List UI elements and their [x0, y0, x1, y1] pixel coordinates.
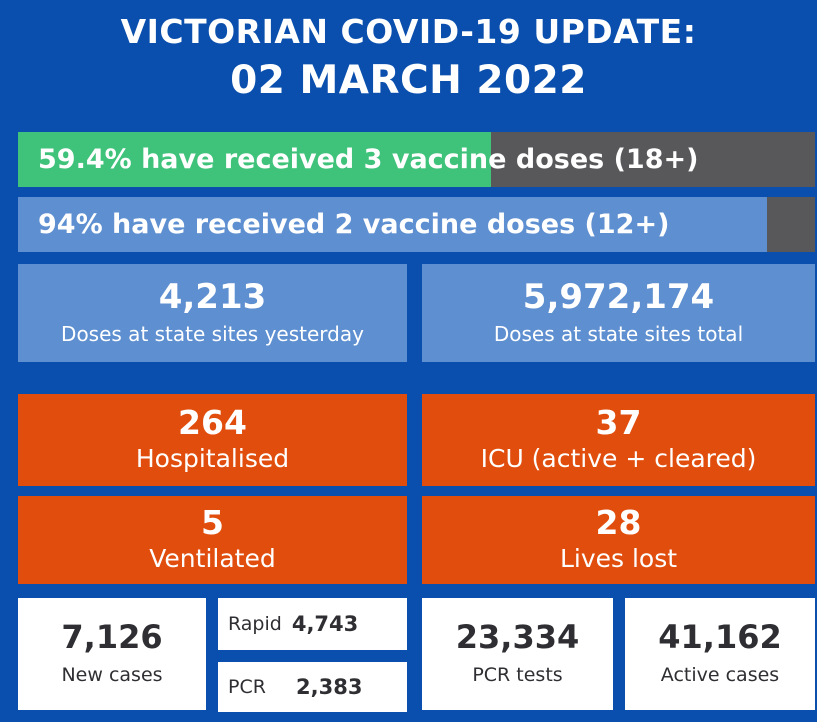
doses-total-value: 5,972,174	[522, 276, 715, 317]
header-title: VICTORIAN COVID-19 UPDATE:	[120, 12, 697, 51]
pcr-tests-label: PCR tests	[472, 663, 563, 686]
two-dose-bar-fill	[18, 197, 768, 252]
icu-label: ICU (active + cleared)	[480, 443, 757, 473]
three-dose-bar-fill	[18, 132, 492, 187]
pcr-label: PCR	[228, 676, 266, 698]
rapid-label: Rapid	[228, 613, 282, 635]
active-cases-label: Active cases	[660, 663, 780, 686]
ventilated-label: Ventilated	[149, 543, 276, 573]
three-dose-text: 59.4% have received 3 vaccine doses (18+…	[38, 144, 699, 175]
lives-lost-card: 28 Lives lost	[422, 496, 815, 584]
ventilated-value: 5	[201, 503, 224, 543]
rapid-value: 4,743	[291, 612, 359, 636]
doses-total-label: Doses at state sites total	[493, 322, 744, 347]
pcr-tests-value: 23,334	[455, 618, 580, 657]
pcr-tests-card: 23,334 PCR tests	[422, 598, 613, 710]
three-dose-bar: 59.4% have received 3 vaccine doses (18+…	[18, 132, 815, 187]
rapid-tests-card: Rapid 4,743	[218, 598, 407, 650]
lives-lost-value: 28	[595, 503, 642, 543]
new-cases-label: New cases	[61, 663, 163, 686]
doses-total-card: 5,972,174 Doses at state sites total	[422, 264, 815, 362]
header-date: 02 MARCH 2022	[230, 58, 587, 103]
ventilated-card: 5 Ventilated	[18, 496, 407, 584]
hospitalised-label: Hospitalised	[135, 443, 290, 473]
lives-lost-label: Lives lost	[559, 543, 678, 573]
two-dose-bar: 94% have received 2 vaccine doses (12+)	[18, 197, 815, 252]
doses-yesterday-label: Doses at state sites yesterday	[61, 322, 364, 347]
active-cases-value: 41,162	[658, 618, 782, 657]
icu-card: 37 ICU (active + cleared)	[422, 394, 815, 486]
pcr-value: 2,383	[296, 675, 363, 699]
hospitalised-value: 264	[178, 403, 247, 443]
hospitalised-card: 264 Hospitalised	[18, 394, 407, 486]
new-cases-value: 7,126	[61, 618, 163, 657]
active-cases-card: 41,162 Active cases	[625, 598, 815, 710]
two-dose-text: 94% have received 2 vaccine doses (12+)	[38, 209, 670, 240]
icu-value: 37	[595, 403, 642, 443]
new-cases-card: 7,126 New cases	[18, 598, 206, 710]
pcr-positive-card: PCR 2,383	[218, 662, 407, 712]
doses-yesterday-value: 4,213	[158, 276, 267, 317]
doses-yesterday-card: 4,213 Doses at state sites yesterday	[18, 264, 407, 362]
